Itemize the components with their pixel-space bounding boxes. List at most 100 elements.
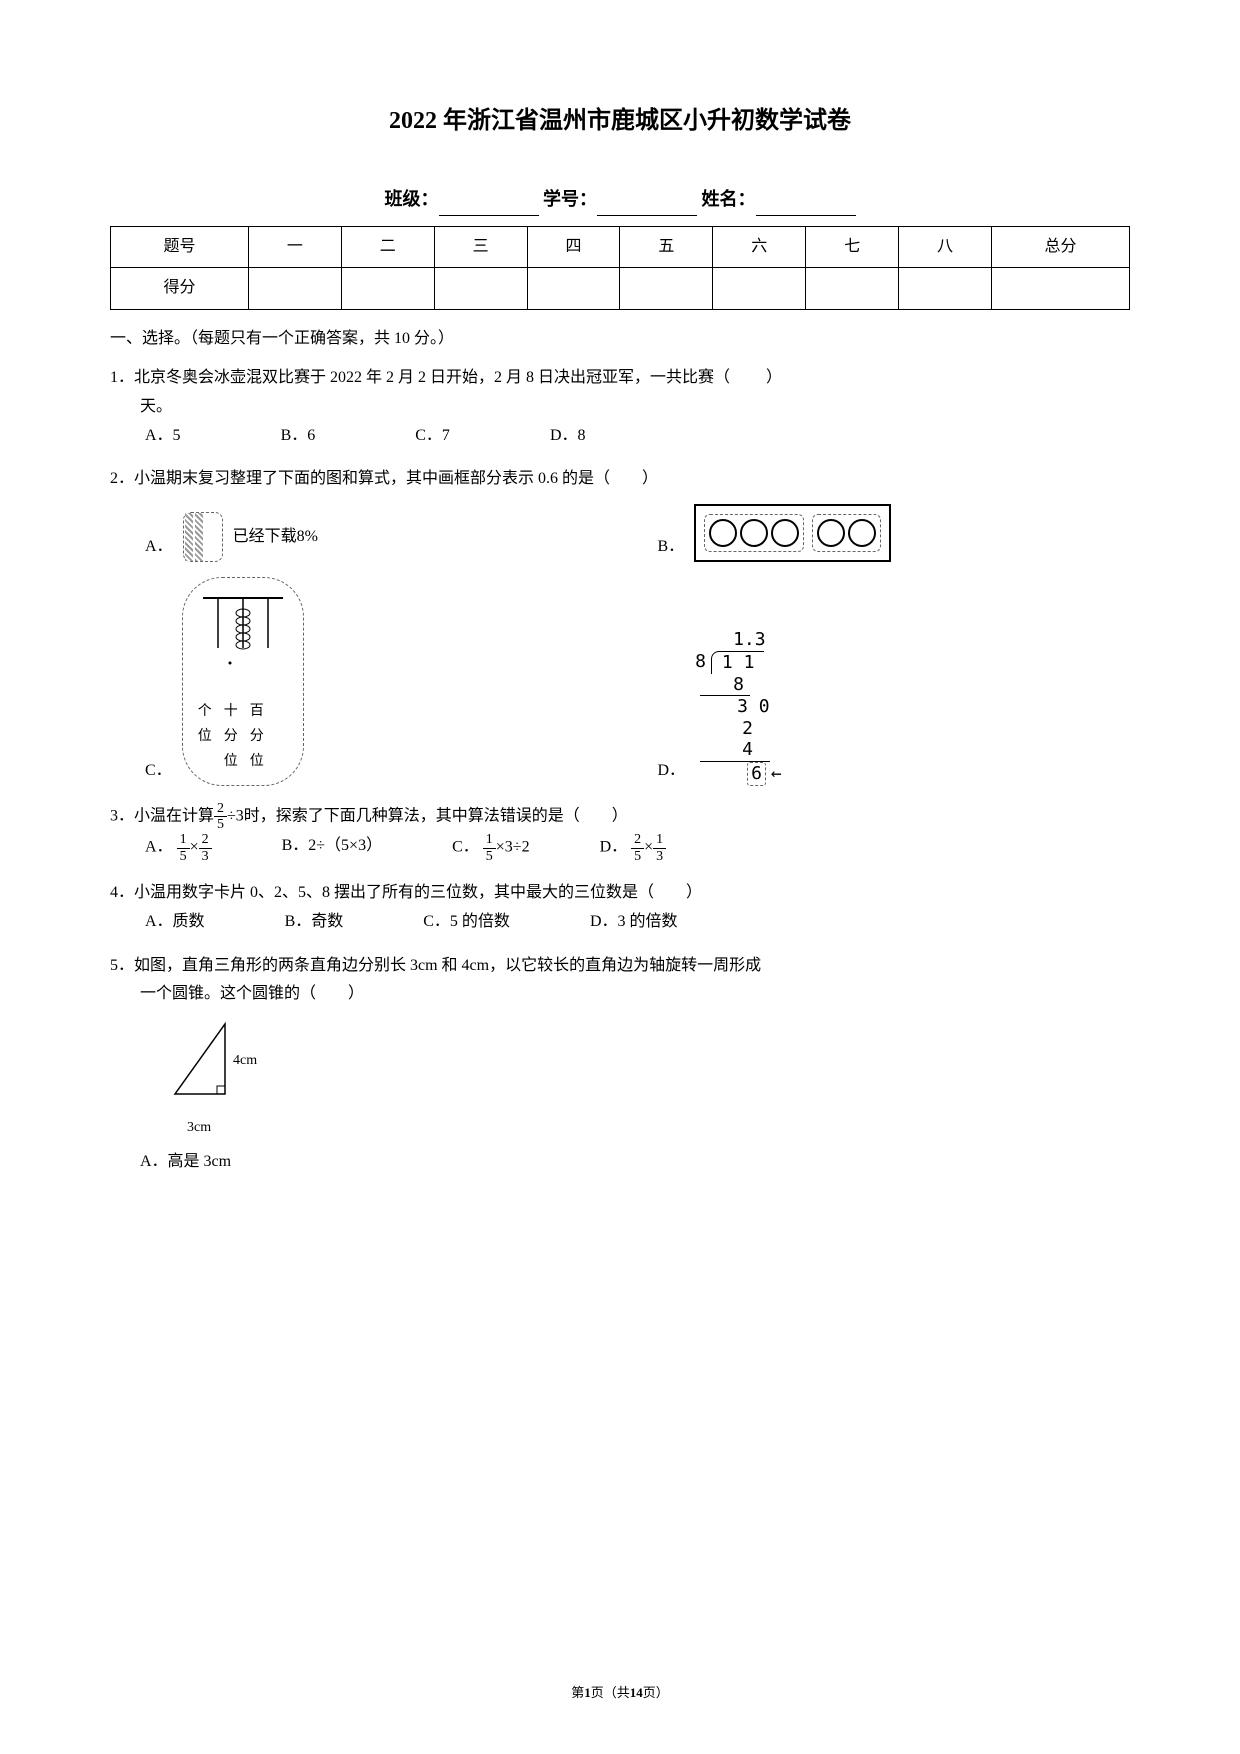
th-0: 题号 (111, 226, 249, 268)
step3: 2 4 (700, 718, 770, 762)
q1-line2: 天。 (110, 393, 1130, 422)
footer-post: 页） (643, 1685, 669, 1700)
question-4: 4．小温用数字卡片 0、2、5、8 摆出了所有的三位数，其中最大的三位数是（ ）… (110, 879, 1130, 937)
th-6: 六 (713, 226, 806, 268)
q3-opt-a: A． 15×23 (145, 832, 212, 864)
label-shi: 十 (224, 699, 238, 724)
q3-opt-d: D． 25×13 (600, 832, 667, 864)
score-cell[interactable] (527, 268, 620, 310)
label-fen2: 分 (250, 724, 264, 749)
circle-icon (817, 519, 845, 547)
label-fen: 分 (224, 724, 238, 749)
q1-opt-b: B．6 (281, 422, 316, 451)
q2-opt-d-label: D． (658, 757, 686, 786)
q3d-label: D． (600, 839, 628, 856)
divisor: 8 (695, 651, 706, 674)
q3c-label: C． (452, 839, 479, 856)
id-label: 学号： (543, 189, 597, 209)
q2-opt-b-label: B． (658, 533, 685, 562)
footer-mid: 页（共 (591, 1685, 630, 1700)
q2-text: 2．小温期末复习整理了下面的图和算式，其中画框部分表示 0.6 的是（ ） (110, 465, 1130, 494)
circle-icon (771, 519, 799, 547)
q4-text: 4．小温用数字卡片 0、2、5、8 摆出了所有的三位数，其中最大的三位数是（ ） (110, 879, 1130, 908)
score-table: 题号 一 二 三 四 五 六 七 八 总分 得分 (110, 226, 1130, 311)
circle-group-2 (812, 514, 881, 552)
q5-line2: 一个圆锥。这个圆锥的（ ） (110, 980, 1130, 1009)
label-blank (198, 749, 212, 774)
footer-pre: 第 (571, 1685, 584, 1700)
q2-opt-b-cell: B． (658, 504, 1131, 562)
abacus-labels-3: 位 位 (198, 749, 288, 774)
score-cell[interactable] (992, 268, 1130, 310)
q1-options: A．5 B．6 C．7 D．8 (110, 422, 1130, 451)
name-blank[interactable] (756, 196, 856, 216)
score-cell[interactable] (248, 268, 341, 310)
circle-icon (709, 519, 737, 547)
abacus-figure: 个 十 百 位 分 分 位 位 (182, 577, 304, 785)
th-1: 一 (248, 226, 341, 268)
quotient: 1.3 (695, 629, 782, 651)
id-blank[interactable] (597, 196, 697, 216)
q3-opt-b: B．2÷（5×3） (282, 832, 382, 864)
base-label: 3cm (165, 1115, 1130, 1140)
question-5: 5．如图，直角三角形的两条直角边分别长 3cm 和 4cm，以它较长的直角边为轴… (110, 952, 1130, 1177)
th-5: 五 (620, 226, 713, 268)
circle-icon (740, 519, 768, 547)
q1-opt-d: D．8 (550, 422, 586, 451)
q3-options: A． 15×23 B．2÷（5×3） C． 15 ×3÷2 D． 25×13 (110, 832, 1130, 864)
q3a-frac2: 23 (199, 832, 212, 864)
q2-opt-a-cell: A． 已经下载8% (145, 504, 618, 562)
exam-title: 2022 年浙江省温州市鹿城区小升初数学试卷 (110, 100, 1130, 143)
q3a-frac1: 15 (177, 832, 190, 864)
q5-text: 5．如图，直角三角形的两条直角边分别长 3cm 和 4cm，以它较长的直角边为轴… (110, 952, 1130, 981)
q2-opt-c-label: C． (145, 757, 172, 786)
question-3: 3．小温在计算25÷3时，探索了下面几种算法，其中算法错误的是（ ） A． 15… (110, 801, 1130, 865)
section-1-header: 一、选择。（每题只有一个正确答案，共 10 分。） (110, 325, 1130, 354)
triangle-figure: 4cm 3cm (165, 1014, 1130, 1140)
abacus-labels: 个 十 百 (198, 699, 288, 724)
step1: 8 (700, 674, 750, 697)
label-wei2: 位 (224, 749, 238, 774)
right-triangle-icon: 4cm (165, 1014, 285, 1104)
q4-options: A．质数 B．奇数 C．5 的倍数 D．3 的倍数 (110, 908, 1130, 937)
q2-opt-a-label: A． (145, 533, 173, 562)
q3-frac: 25 (214, 801, 227, 833)
q1-pre: 1．北京冬奥会冰壶混双比赛于 2022 年 2 月 2 日开始，2 月 8 日决… (110, 369, 730, 386)
long-division-figure: 1.3 8 1 1 8 3 0 2 4 6 ← (695, 629, 782, 785)
th-2: 二 (341, 226, 434, 268)
score-cell[interactable] (620, 268, 713, 310)
remainder: 6 (747, 762, 766, 786)
score-value-row: 得分 (111, 268, 1130, 310)
q3-mid: ÷3时，探索了下面几种算法，其中算法错误的是（ ） (227, 807, 628, 824)
q2-options-grid: A． 已经下载8% B． (110, 504, 1130, 785)
q1-opt-c: C．7 (415, 422, 450, 451)
label-wei: 位 (198, 724, 212, 749)
class-label: 班级： (385, 189, 439, 209)
q3-pre: 3．小温在计算 (110, 807, 214, 824)
score-header-row: 题号 一 二 三 四 五 六 七 八 总分 (111, 226, 1130, 268)
label-wei3: 位 (250, 749, 264, 774)
circle-group-1 (704, 514, 804, 552)
download-text: 已经下载8% (233, 523, 318, 552)
score-cell[interactable] (806, 268, 899, 310)
score-cell[interactable] (341, 268, 434, 310)
q4-opt-a: A．质数 (145, 908, 205, 937)
progress-bar-icon (183, 512, 223, 562)
q1-blank (730, 369, 766, 386)
score-cell[interactable] (713, 268, 806, 310)
score-cell[interactable] (899, 268, 992, 310)
q2-optB-figure (694, 504, 891, 562)
q1-text: 1．北京冬奥会冰壶混双比赛于 2022 年 2 月 2 日开始，2 月 8 日决… (110, 364, 1130, 393)
abacus-labels-2: 位 分 分 (198, 724, 288, 749)
q3c-suffix: ×3÷2 (496, 839, 530, 856)
q3-text: 3．小温在计算25÷3时，探索了下面几种算法，其中算法错误的是（ ） (110, 801, 1130, 833)
question-2: 2．小温期末复习整理了下面的图和算式，其中画框部分表示 0.6 的是（ ） A．… (110, 465, 1130, 785)
q1-post: ） (766, 369, 782, 386)
th-8: 八 (899, 226, 992, 268)
q2-opt-c-cell: C． 个 十 百 (145, 577, 618, 785)
q1-opt-a: A．5 (145, 422, 181, 451)
score-cell[interactable] (434, 268, 527, 310)
q4-opt-c: C．5 的倍数 (423, 908, 510, 937)
class-blank[interactable] (439, 196, 539, 216)
label-bai: 百 (250, 699, 264, 724)
